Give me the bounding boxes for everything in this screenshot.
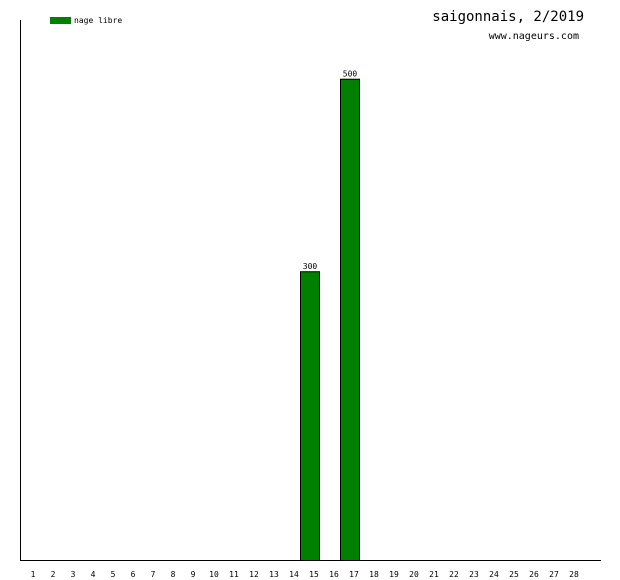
data-label-15: 300 (303, 262, 318, 271)
x-tick-label: 13 (269, 570, 279, 579)
legend-swatch (50, 17, 71, 24)
x-tick-label: 10 (209, 570, 219, 579)
x-tick-label: 22 (449, 570, 459, 579)
x-tick-label: 26 (529, 570, 539, 579)
x-tick-label: 12 (249, 570, 259, 579)
x-tick-label: 16 (329, 570, 339, 579)
chart-subtitle: www.nageurs.com (488, 31, 579, 42)
x-tick-label: 14 (289, 570, 299, 579)
x-tick-label: 1 (31, 570, 36, 579)
x-tick-label: 24 (489, 570, 499, 579)
x-tick-label: 8 (171, 570, 176, 579)
x-tick-label: 28 (569, 570, 579, 579)
x-tick-label: 18 (369, 570, 379, 579)
x-tick-label: 19 (389, 570, 399, 579)
data-label-17: 500 (343, 70, 358, 79)
x-tick-label: 15 (309, 570, 319, 579)
bar-17 (340, 78, 360, 561)
legend-label: nage libre (74, 16, 123, 25)
x-tick-label: 3 (71, 570, 76, 579)
x-tick-label: 21 (429, 570, 439, 579)
x-tick-label: 25 (509, 570, 519, 579)
x-tick-label: 2 (51, 570, 56, 579)
x-tick-label: 11 (229, 570, 239, 579)
x-tick-label: 27 (549, 570, 559, 579)
x-tick-label: 23 (469, 570, 479, 579)
x-tick-label: 5 (111, 570, 116, 579)
x-tick-label: 4 (91, 570, 96, 579)
x-tick-label: 7 (151, 570, 156, 579)
legend: nage libre (50, 16, 122, 25)
x-tick-label: 17 (349, 570, 359, 579)
chart-title: saigonnais, 2/2019 (432, 9, 584, 25)
x-tick-label: 9 (191, 570, 196, 579)
bar-15 (300, 271, 320, 561)
x-tick-label: 20 (409, 570, 419, 579)
x-tick-label: 6 (131, 570, 136, 579)
